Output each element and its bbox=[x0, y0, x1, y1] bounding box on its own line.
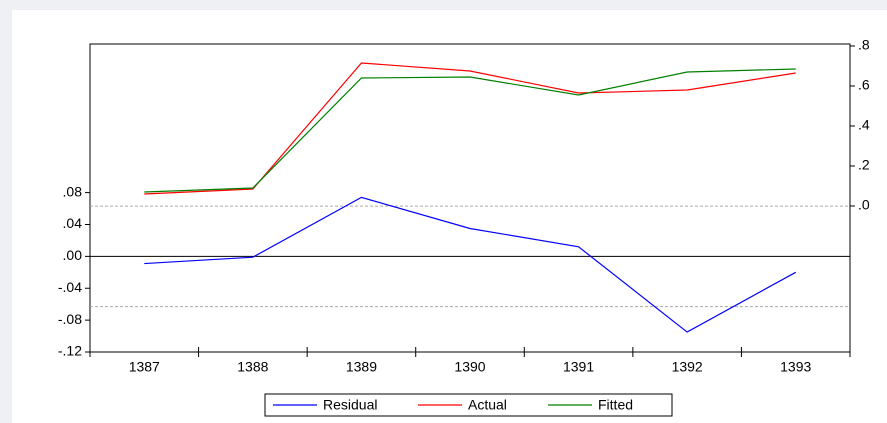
x-tick-label: 1391 bbox=[563, 359, 594, 375]
legend-box bbox=[264, 393, 673, 417]
legend-label: Actual bbox=[468, 397, 507, 413]
y-tick-label: -.12 bbox=[58, 343, 82, 359]
series-line bbox=[144, 196, 797, 333]
y2-tick-label: .8 bbox=[858, 37, 870, 53]
y2-tick-label: .6 bbox=[858, 77, 870, 93]
x-tick-label: 1389 bbox=[346, 359, 377, 375]
plot-frame bbox=[89, 43, 851, 353]
x-tick-label: 1392 bbox=[672, 359, 703, 375]
series-line bbox=[144, 62, 796, 195]
y-tick-label: .08 bbox=[63, 183, 83, 199]
y-tick-label: .00 bbox=[63, 247, 83, 263]
y2-tick-label: .0 bbox=[858, 197, 870, 213]
legend-label: Fitted bbox=[598, 397, 633, 413]
x-tick-label: 1393 bbox=[780, 359, 811, 375]
series-line bbox=[144, 68, 796, 193]
y-tick-label: .04 bbox=[63, 215, 83, 231]
x-tick-label: 1390 bbox=[454, 359, 485, 375]
x-tick-label: 1387 bbox=[129, 359, 160, 375]
legend-label: Residual bbox=[323, 397, 377, 413]
y-tick-label: -.08 bbox=[58, 311, 82, 327]
y2-tick-label: .4 bbox=[858, 117, 870, 133]
y2-tick-label: .2 bbox=[858, 157, 870, 173]
y-tick-label: -.04 bbox=[58, 279, 82, 295]
x-tick-label: 1388 bbox=[237, 359, 268, 375]
